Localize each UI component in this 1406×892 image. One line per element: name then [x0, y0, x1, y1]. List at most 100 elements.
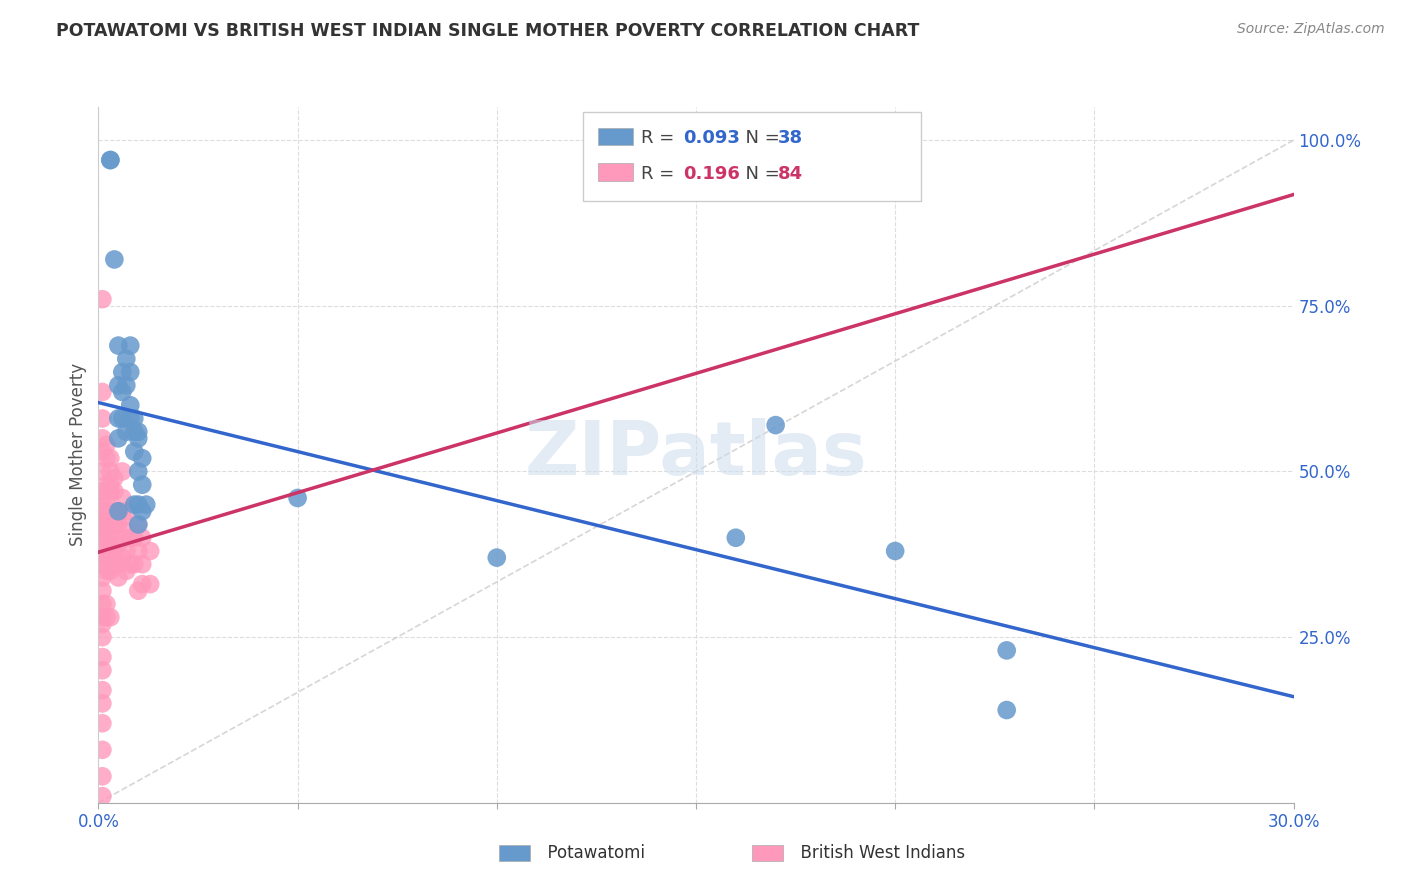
- Point: [91, 465, 114, 479]
- Point: [115, 351, 138, 366]
- Point: [103, 471, 125, 485]
- Point: [91, 384, 114, 399]
- Point: [724, 531, 747, 545]
- Point: [127, 544, 149, 558]
- Point: [115, 504, 138, 518]
- Point: [91, 544, 114, 558]
- Point: [91, 630, 114, 644]
- Point: [120, 338, 142, 352]
- Point: [127, 431, 149, 445]
- Point: [131, 504, 153, 518]
- Point: [91, 597, 114, 611]
- Text: N =: N =: [734, 165, 786, 183]
- Point: [124, 411, 146, 425]
- Point: [115, 378, 138, 392]
- Point: [91, 491, 114, 505]
- Point: [111, 531, 134, 545]
- Point: [115, 544, 138, 558]
- Point: [111, 550, 134, 565]
- Point: [131, 531, 153, 545]
- Point: [124, 444, 146, 458]
- Point: [91, 511, 114, 525]
- Point: [131, 451, 153, 466]
- Point: [91, 524, 114, 538]
- Point: [91, 444, 114, 458]
- Text: 0.093: 0.093: [683, 129, 740, 147]
- Text: Potawatomi: Potawatomi: [537, 844, 645, 862]
- Text: 38: 38: [778, 129, 803, 147]
- Point: [91, 769, 114, 783]
- Text: ZIPatlas: ZIPatlas: [524, 418, 868, 491]
- Point: [96, 537, 118, 551]
- Point: [91, 610, 114, 624]
- Point: [115, 564, 138, 578]
- Point: [115, 524, 138, 538]
- Point: [98, 531, 122, 545]
- Text: R =: R =: [641, 165, 681, 183]
- Point: [131, 577, 153, 591]
- Point: [91, 517, 114, 532]
- Point: [111, 511, 134, 525]
- Point: [111, 465, 134, 479]
- Point: [111, 384, 134, 399]
- Point: [120, 531, 142, 545]
- Point: [120, 411, 142, 425]
- Point: [124, 558, 146, 572]
- Point: [127, 498, 149, 512]
- Point: [107, 517, 129, 532]
- Point: [107, 378, 129, 392]
- Point: [91, 531, 114, 545]
- Point: [107, 411, 129, 425]
- Point: [98, 610, 122, 624]
- Point: [103, 252, 125, 267]
- Point: [131, 558, 153, 572]
- Point: [127, 583, 149, 598]
- Point: [98, 465, 122, 479]
- Point: [96, 451, 118, 466]
- Point: [96, 524, 118, 538]
- Point: [91, 504, 114, 518]
- Point: [98, 517, 122, 532]
- Point: [103, 544, 125, 558]
- Point: [91, 789, 114, 804]
- Point: [107, 504, 129, 518]
- Point: [98, 504, 122, 518]
- Text: POTAWATOMI VS BRITISH WEST INDIAN SINGLE MOTHER POVERTY CORRELATION CHART: POTAWATOMI VS BRITISH WEST INDIAN SINGLE…: [56, 22, 920, 40]
- Point: [107, 570, 129, 584]
- Point: [124, 531, 146, 545]
- Point: [111, 365, 134, 379]
- Text: 84: 84: [778, 165, 803, 183]
- Point: [96, 550, 118, 565]
- Point: [91, 570, 114, 584]
- Text: R =: R =: [641, 129, 681, 147]
- Point: [124, 498, 146, 512]
- Point: [107, 504, 129, 518]
- Point: [96, 477, 118, 491]
- Point: [96, 438, 118, 452]
- Point: [96, 491, 118, 505]
- Point: [884, 544, 907, 558]
- Point: [98, 564, 122, 578]
- Point: [91, 663, 114, 677]
- Point: [124, 425, 146, 439]
- Point: [287, 491, 309, 505]
- Point: [98, 451, 122, 466]
- Point: [91, 484, 114, 499]
- Text: N =: N =: [734, 129, 786, 147]
- Point: [98, 153, 122, 167]
- Point: [96, 610, 118, 624]
- Point: [91, 716, 114, 731]
- Point: [103, 484, 125, 499]
- Point: [765, 418, 787, 433]
- Text: British West Indians: British West Indians: [790, 844, 966, 862]
- Point: [127, 517, 149, 532]
- Point: [115, 425, 138, 439]
- Y-axis label: Single Mother Poverty: Single Mother Poverty: [69, 363, 87, 547]
- Point: [98, 153, 122, 167]
- Point: [96, 504, 118, 518]
- Point: [485, 550, 508, 565]
- Point: [995, 703, 1018, 717]
- Point: [96, 564, 118, 578]
- Point: [91, 650, 114, 665]
- Point: [91, 292, 114, 306]
